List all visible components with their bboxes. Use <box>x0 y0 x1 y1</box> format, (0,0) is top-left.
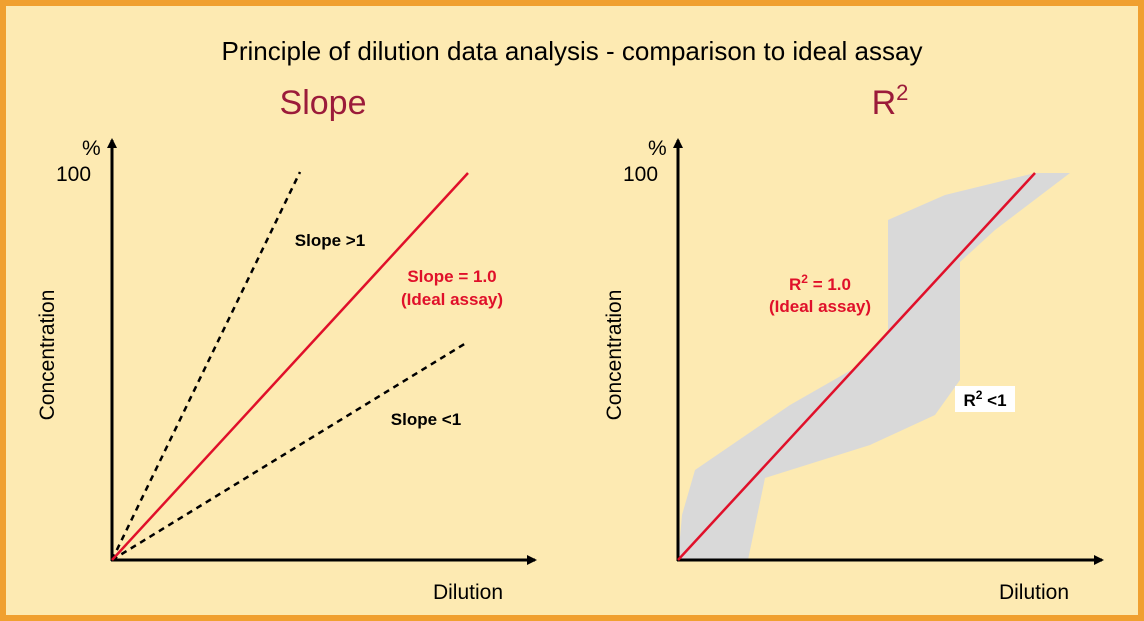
slide-title: Principle of dilution data analysis - co… <box>222 36 923 66</box>
annotation-sup: 2 <box>801 272 808 286</box>
annotation: (Ideal assay) <box>769 297 871 316</box>
ideal-line <box>677 172 1036 561</box>
annotation: R2 = 1.0 <box>789 272 851 294</box>
panel-title-sup: 2 <box>896 80 908 105</box>
annotation: Slope <1 <box>391 410 461 429</box>
panel-title-text: R <box>872 84 897 122</box>
y-max-label: 100 <box>623 163 658 186</box>
scatter-band <box>678 173 1070 560</box>
x-axis-label: Dilution <box>433 581 503 604</box>
annotation-part: <1 <box>982 391 1006 410</box>
panel-title-text: Slope <box>280 84 367 122</box>
annotation-part: R <box>789 275 801 294</box>
ideal-line <box>111 172 469 561</box>
annotation: Slope = 1.0 <box>407 267 496 286</box>
annotation: R2 <1 <box>963 388 1006 410</box>
panel-title: R2 <box>872 80 909 122</box>
y-max-label: 100 <box>56 163 91 186</box>
steep-line <box>110 171 302 561</box>
annotation-part: = 1.0 <box>808 275 851 294</box>
annotation-sup: 2 <box>976 388 983 402</box>
shallow-line <box>111 341 467 562</box>
annotation: Slope >1 <box>295 231 365 250</box>
annotation-part: R <box>963 391 975 410</box>
y-unit: % <box>82 137 101 160</box>
label-box <box>955 386 1015 412</box>
annotation: (Ideal assay) <box>401 290 503 309</box>
y-axis-label: Concentration <box>603 290 626 421</box>
panel-title: Slope <box>280 84 367 122</box>
y-axis-label: Concentration <box>36 290 59 421</box>
x-axis-label: Dilution <box>999 581 1069 604</box>
y-unit: % <box>648 137 667 160</box>
